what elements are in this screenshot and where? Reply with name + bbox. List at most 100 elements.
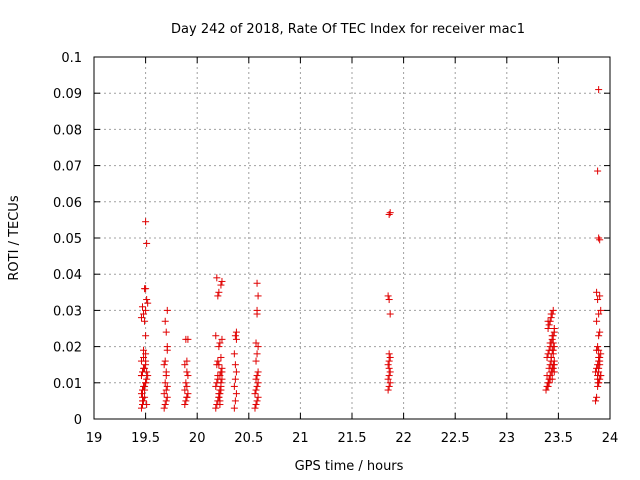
data-point (215, 343, 223, 351)
data-point (595, 234, 603, 242)
data-point (183, 382, 191, 390)
y-tick-label: 0.06 (53, 196, 82, 211)
data-point (163, 343, 171, 351)
y-tick-label: 0.1 (61, 51, 82, 66)
data-point (140, 346, 148, 354)
y-tick-label: 0.05 (53, 232, 82, 247)
data-point (254, 393, 262, 401)
data-point (550, 343, 558, 351)
data-point (162, 386, 170, 394)
x-tick-label: 22.5 (441, 431, 470, 446)
y-tick-label: 0.04 (53, 268, 82, 283)
data-point (549, 306, 557, 314)
data-point (218, 335, 226, 343)
data-point (162, 397, 170, 405)
data-point (182, 379, 190, 387)
data-point (183, 368, 191, 376)
data-point (141, 317, 149, 325)
data-point (183, 357, 191, 365)
data-point (140, 353, 148, 361)
data-point (385, 210, 393, 218)
y-tick-label: 0.01 (53, 377, 82, 392)
data-point (593, 393, 601, 401)
y-tick-label: 0.08 (53, 123, 82, 138)
data-point (596, 328, 604, 336)
data-point (142, 357, 150, 365)
x-tick-label: 19.5 (131, 431, 160, 446)
data-point (253, 306, 261, 314)
data-point (253, 397, 261, 405)
data-point (143, 368, 151, 376)
data-point (141, 382, 149, 390)
x-tick-label: 20.5 (234, 431, 263, 446)
data-point (143, 296, 151, 304)
data-point (253, 350, 261, 358)
data-point (543, 372, 551, 380)
data-point (547, 353, 555, 361)
data-point (216, 397, 224, 405)
data-point (140, 310, 148, 318)
data-point (163, 306, 171, 314)
data-point (212, 404, 220, 412)
data-point (161, 401, 169, 409)
data-point (597, 350, 605, 358)
data-point (595, 364, 603, 372)
data-point (385, 357, 393, 365)
data-point (385, 350, 393, 358)
data-point (548, 346, 556, 354)
grid-lines (94, 57, 610, 419)
data-point (217, 353, 225, 361)
data-point (549, 364, 557, 372)
data-point (384, 386, 392, 394)
data-point (160, 404, 168, 412)
data-point (592, 397, 600, 405)
data-point (215, 288, 223, 296)
data-point (137, 404, 145, 412)
x-axis-label: GPS time / hours (295, 459, 404, 474)
data-point (182, 335, 190, 343)
data-point (182, 397, 190, 405)
data-points (137, 86, 605, 412)
data-point (254, 368, 262, 376)
data-point (594, 382, 602, 390)
chart-title: Day 242 of 2018, Rate Of TEC Index for r… (171, 22, 525, 37)
data-point (251, 390, 259, 398)
data-point (139, 303, 147, 311)
data-point (385, 296, 393, 304)
data-point (593, 317, 601, 325)
data-point (217, 281, 225, 289)
data-point (184, 372, 192, 380)
data-point (595, 86, 603, 94)
data-point (549, 339, 557, 347)
data-point (595, 346, 603, 354)
data-point (143, 239, 151, 247)
data-point (161, 379, 169, 387)
data-point (545, 379, 553, 387)
data-point (252, 386, 260, 394)
data-point (385, 382, 393, 390)
data-point (384, 375, 392, 383)
data-point (550, 325, 558, 332)
data-point (181, 361, 189, 369)
data-point (548, 375, 556, 383)
axes: 19 19.5 20 20.5 21 21.5 22 22.5 23 23.5 24 0 0.01 0.0… (53, 51, 618, 446)
data-point (215, 390, 223, 398)
data-point (231, 361, 239, 369)
data-point (183, 393, 191, 401)
data-point (550, 368, 558, 376)
data-point (252, 357, 260, 365)
data-point (218, 375, 226, 383)
data-point (144, 299, 152, 307)
data-point (218, 277, 226, 285)
data-point (142, 218, 150, 226)
data-point (142, 379, 150, 387)
data-point (232, 335, 240, 343)
data-point (594, 372, 602, 380)
data-point (163, 393, 171, 401)
data-point (384, 292, 392, 300)
data-point (161, 357, 169, 365)
data-point (217, 382, 225, 390)
y-tick-label: 0.02 (53, 341, 82, 356)
data-point (142, 332, 150, 340)
